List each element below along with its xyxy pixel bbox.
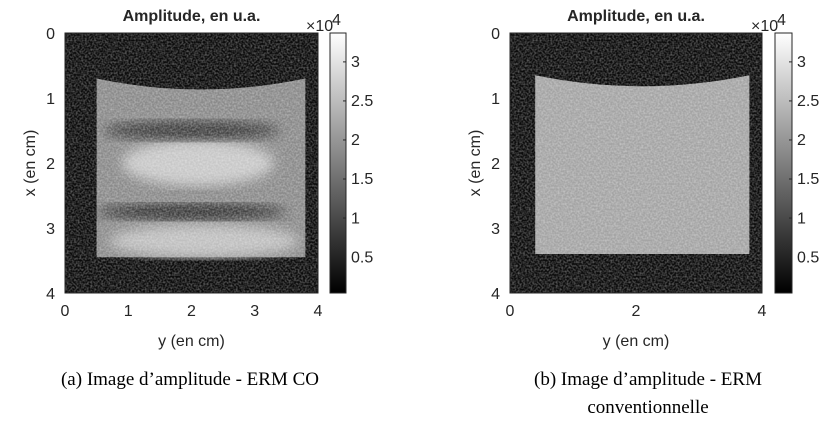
colorbar (774, 32, 793, 294)
chart-title: Amplitude, en u.a. (123, 8, 261, 25)
y-tick-label: 4 (491, 286, 500, 303)
y-tick-label: 3 (46, 221, 55, 238)
x-axis-label: y (en cm) (158, 333, 225, 350)
y-tick-label: 0 (491, 26, 500, 43)
x-tick-label: 4 (758, 303, 767, 320)
x-tick-label: 2 (187, 303, 196, 320)
noise (65, 33, 318, 293)
colorbar-tick-label: 2.5 (351, 93, 373, 110)
y-tick-label: 1 (491, 91, 500, 108)
colorbar-exponent: 4 (777, 12, 786, 29)
x-tick-label: 0 (506, 303, 515, 320)
y-tick-label: 2 (491, 156, 500, 173)
image-content (65, 33, 318, 293)
y-tick-label: 4 (46, 286, 55, 303)
colorbar-tick-label: 2 (797, 132, 806, 149)
colorbar-tick-label: 0.5 (797, 249, 819, 266)
colorbar-exponent: 4 (332, 12, 341, 29)
caption: (a) Image d’amplitude - ERM CO (60, 369, 319, 390)
y-axis-label: x (en cm) (467, 130, 484, 197)
colorbar-tick-label: 1 (351, 210, 360, 227)
y-tick-label: 1 (46, 91, 55, 108)
colorbar-tick-label: 3 (797, 54, 806, 71)
colorbar (329, 32, 347, 294)
x-tick-label: 1 (124, 303, 133, 320)
caption: (b) Image d’amplitude - ERM conventionne… (534, 369, 762, 418)
colorbar-multiplier: ×10 (751, 18, 778, 35)
image-content (510, 33, 762, 293)
x-tick-label: 3 (250, 303, 259, 320)
colorbar-tick-label: 2.5 (797, 93, 819, 110)
x-tick-label: 0 (61, 303, 70, 320)
y-axis-label: x (en cm) (22, 130, 39, 197)
colorbar-tick-label: 2 (351, 132, 360, 149)
y-tick-label: 2 (46, 156, 55, 173)
colorbar-tick-label: 1.5 (351, 171, 373, 188)
colorbar-multiplier: ×10 (306, 18, 333, 35)
colorbar-tick-label: 1.5 (797, 171, 819, 188)
x-tick-label: 4 (314, 303, 323, 320)
y-tick-label: 0 (46, 26, 55, 43)
x-tick-label: 2 (632, 303, 641, 320)
y-tick-label: 3 (491, 221, 500, 238)
noise (510, 33, 762, 293)
chart-title: Amplitude, en u.a. (567, 8, 705, 25)
colorbar-tick-label: 3 (351, 54, 360, 71)
colorbar-tick-label: 1 (797, 210, 806, 227)
x-axis-label: y (en cm) (603, 333, 670, 350)
colorbar-tick-label: 0.5 (351, 249, 373, 266)
